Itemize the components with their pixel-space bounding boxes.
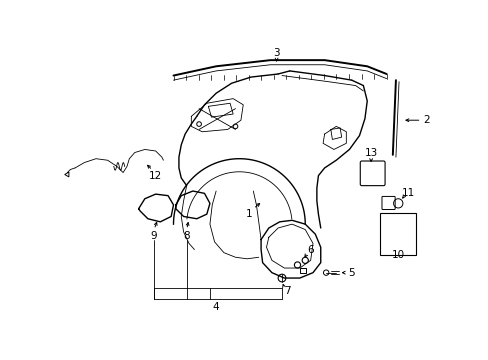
Text: 9: 9 (150, 231, 157, 241)
Text: 11: 11 (401, 188, 414, 198)
FancyBboxPatch shape (379, 213, 415, 255)
Text: 7: 7 (284, 286, 290, 296)
Text: 12: 12 (149, 171, 162, 181)
Text: 10: 10 (391, 250, 404, 260)
Bar (299, 268, 305, 273)
Text: 5: 5 (348, 267, 354, 278)
Text: 13: 13 (364, 148, 377, 158)
Text: 1: 1 (245, 209, 251, 219)
Text: 8: 8 (183, 231, 190, 241)
Text: 6: 6 (307, 244, 313, 255)
Text: 3: 3 (273, 48, 279, 58)
Text: 4: 4 (212, 302, 219, 311)
Text: 2: 2 (423, 115, 429, 125)
